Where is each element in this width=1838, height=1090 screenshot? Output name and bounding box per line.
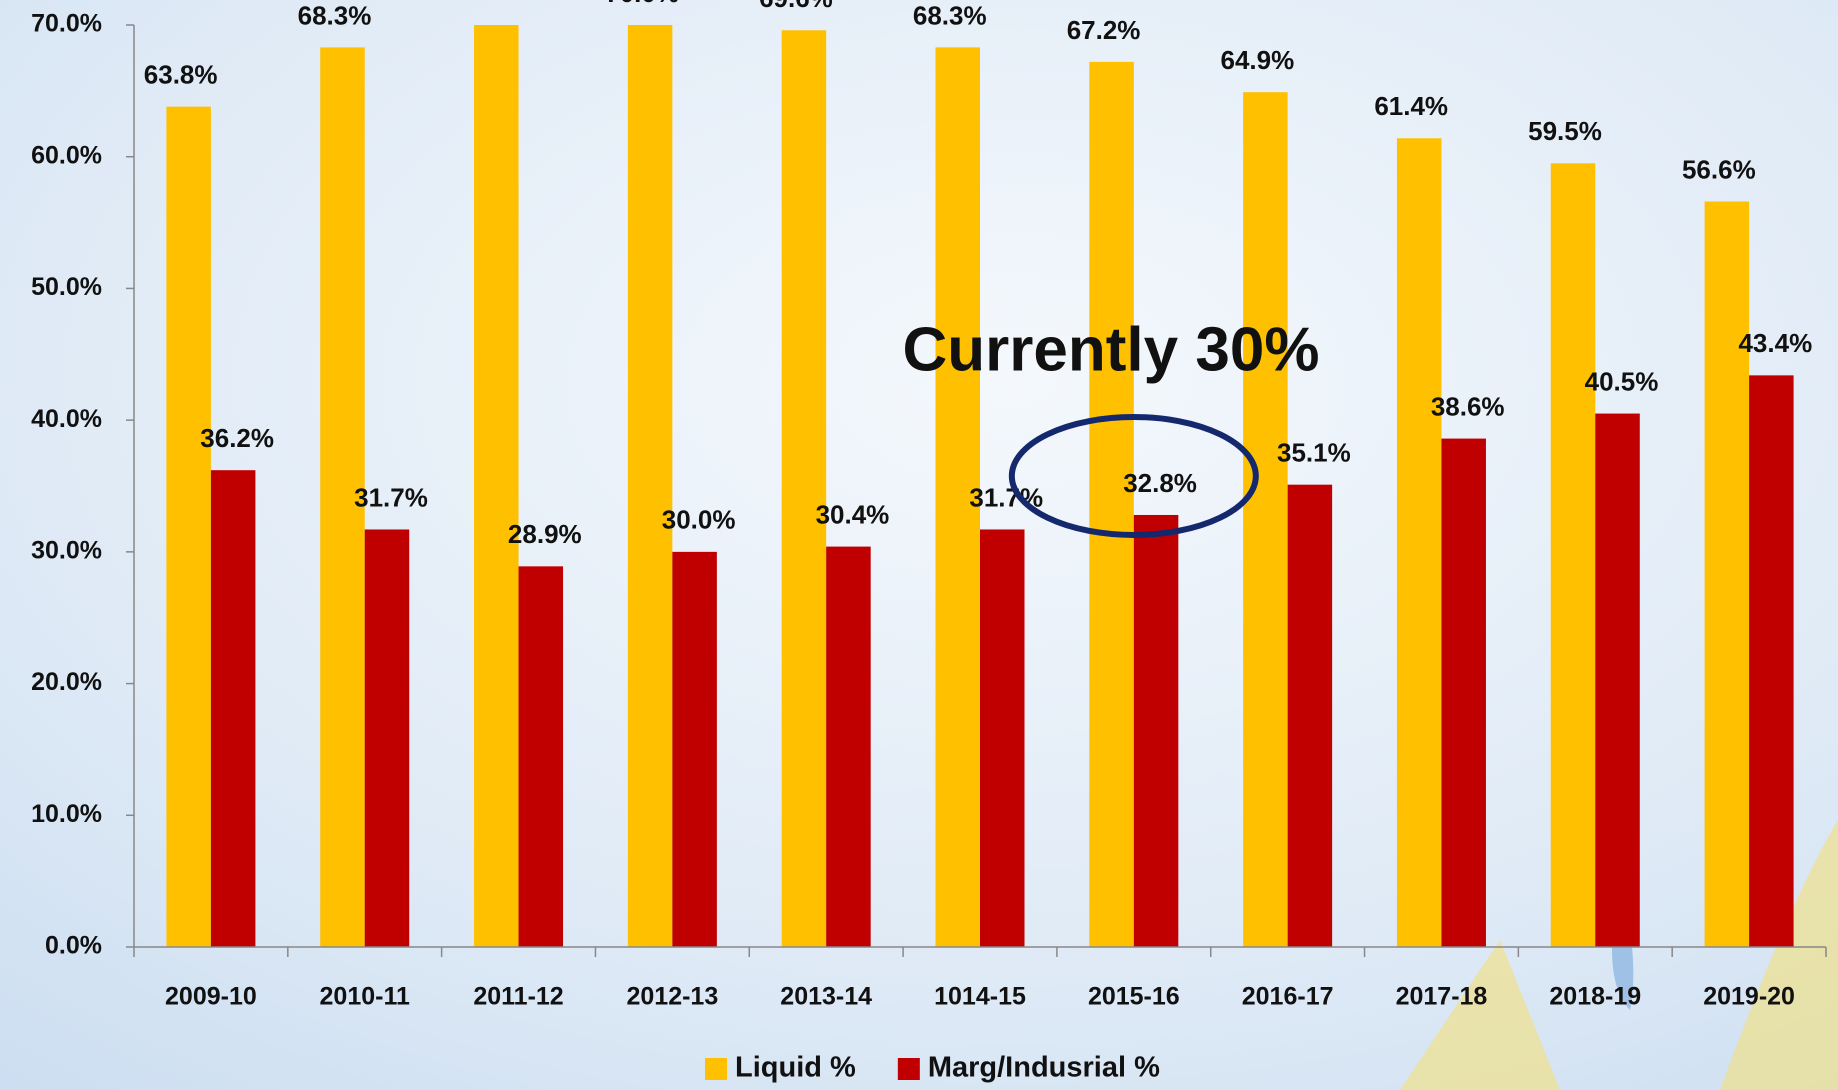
value-label: 28.9% — [508, 519, 582, 549]
bar — [1704, 201, 1750, 947]
y-tick-label: 0.0% — [45, 932, 102, 960]
bar — [1595, 413, 1640, 947]
bar — [1243, 92, 1288, 947]
y-tick-label: 20.0% — [31, 668, 102, 696]
legend-swatch — [705, 1058, 727, 1080]
value-label: 30.0% — [662, 505, 736, 535]
value-label: 36.2% — [200, 423, 274, 453]
bar — [627, 25, 673, 947]
bar — [518, 566, 564, 947]
legend-swatch — [897, 1058, 920, 1080]
value-label: 69.6% — [759, 0, 833, 13]
x-tick-label: 2015-16 — [1088, 983, 1180, 1011]
bar — [1396, 138, 1442, 947]
bar — [935, 47, 980, 947]
y-tick-label: 30.0% — [31, 536, 102, 564]
decoration — [1720, 820, 1838, 1090]
x-tick-label: 1014-15 — [934, 983, 1026, 1011]
bar — [1089, 61, 1134, 947]
value-label: 35.1% — [1277, 438, 1351, 468]
value-label: 31.7% — [354, 482, 428, 512]
bar — [1749, 375, 1794, 947]
value-label: 30.4% — [816, 499, 890, 529]
y-tick-label: 40.0% — [31, 405, 102, 433]
x-tick-label: 2017-18 — [1396, 983, 1488, 1011]
bar — [166, 106, 211, 947]
value-label: 68.3% — [298, 0, 372, 30]
x-tick-label: 2016-17 — [1242, 983, 1334, 1011]
bar — [781, 30, 827, 947]
bar — [1133, 514, 1179, 947]
value-label: 40.5% — [1585, 366, 1659, 396]
y-tick-label: 70.0% — [31, 10, 102, 38]
x-tick-label: 2018-19 — [1549, 983, 1641, 1011]
x-tick-label: 2011-12 — [473, 983, 563, 1011]
x-tick-label: 2010-11 — [320, 983, 410, 1011]
value-label: 43.4% — [1738, 328, 1812, 358]
value-label: 38.6% — [1431, 391, 1505, 421]
annotation: Currently 30% — [903, 315, 1320, 384]
bar — [1441, 438, 1486, 947]
value-label: 68.3% — [913, 0, 987, 30]
bar — [826, 546, 871, 947]
bar — [672, 551, 717, 947]
bar — [320, 47, 365, 947]
value-label: 63.8% — [144, 60, 218, 90]
bar — [364, 529, 410, 947]
bar — [1287, 484, 1333, 947]
value-label: 64.9% — [1221, 45, 1295, 75]
y-tick-label: 60.0% — [31, 141, 102, 169]
x-tick-label: 2012-13 — [626, 983, 718, 1011]
value-label: 56.6% — [1682, 154, 1756, 184]
y-tick-label: 50.0% — [31, 273, 102, 301]
plot-area — [166, 25, 1794, 947]
bar — [980, 529, 1025, 947]
value-label: 32.8% — [1123, 468, 1197, 498]
decoration — [1400, 940, 1560, 1090]
highlight-ellipse — [1008, 414, 1259, 538]
value-label: 67.2% — [1067, 15, 1141, 45]
value-label: 70.0% — [605, 0, 679, 8]
x-tick-label: 2009-10 — [165, 983, 257, 1011]
legend-label: Liquid % — [735, 1052, 856, 1084]
bar — [210, 470, 256, 947]
x-tick-label: 2013-14 — [780, 983, 872, 1011]
value-label: 59.5% — [1528, 116, 1602, 146]
legend-label: Marg/Indusrial % — [928, 1052, 1160, 1084]
value-label: 61.4% — [1374, 91, 1448, 121]
bar — [474, 25, 519, 947]
bar — [1550, 163, 1596, 947]
y-tick-label: 10.0% — [31, 800, 102, 828]
x-tick-label: 2019-20 — [1703, 983, 1795, 1011]
